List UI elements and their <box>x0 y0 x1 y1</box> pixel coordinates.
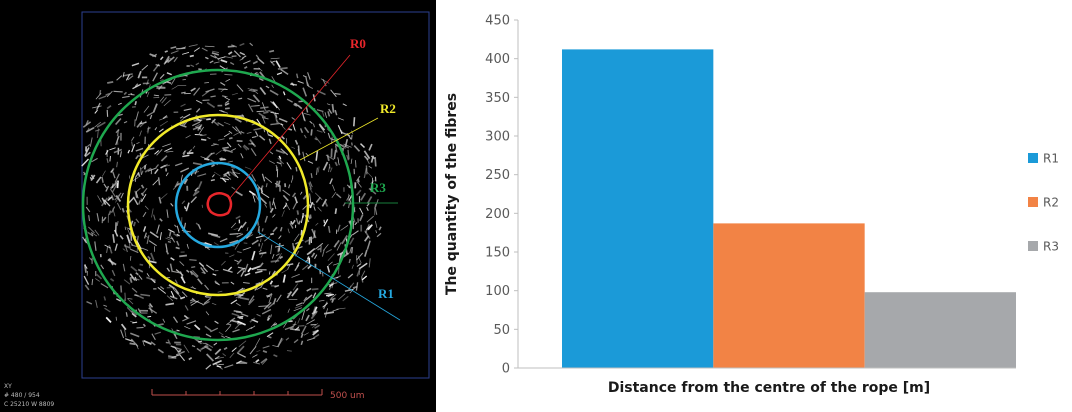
legend-swatch-r2 <box>1028 197 1038 207</box>
info-window: C 25210 W 8809 <box>4 401 54 408</box>
y-tick-label: 300 <box>485 130 510 145</box>
leader-line-r1 <box>257 231 401 321</box>
rope-cross-section-image: R0 R2 R3 R1 500 um XY # 480 / 954 C 2521… <box>0 0 436 412</box>
bars <box>562 49 1016 369</box>
label-r2: R2 <box>380 101 396 116</box>
y-tick-label: 350 <box>485 91 510 106</box>
y-tick-label: 0 <box>502 362 510 377</box>
legend-label-r2: R2 <box>1043 196 1059 210</box>
fibre-texture <box>81 42 382 370</box>
y-tick-label: 50 <box>493 323 510 338</box>
legend-swatch-r1 <box>1028 153 1038 163</box>
leader-line-r2 <box>299 117 379 161</box>
x-axis-title: Distance from the centre of the rope [m] <box>608 380 930 396</box>
y-tick-label: 400 <box>485 52 510 67</box>
y-axis-title: The quantity of the fibres <box>444 93 460 295</box>
y-tick-label: 450 <box>485 14 510 29</box>
bar-r1 <box>562 49 714 369</box>
bar-r3 <box>864 292 1016 368</box>
info-view: XY <box>4 383 12 390</box>
legend-swatch-r3 <box>1028 241 1038 251</box>
label-r0: R0 <box>350 36 366 51</box>
legend-label-r3: R3 <box>1043 240 1059 254</box>
ring-r3 <box>81 68 355 342</box>
y-tick-label: 200 <box>485 207 510 222</box>
image-background <box>0 0 436 412</box>
y-axis: 0 50 100 150 200 250 300 350 400 450 <box>485 14 519 377</box>
y-tick-label: 100 <box>485 284 510 299</box>
ring-r1 <box>174 161 262 249</box>
label-r3: R3 <box>370 180 386 195</box>
leader-line-r0 <box>229 54 351 199</box>
scale-bar-label: 500 um <box>330 391 365 401</box>
info-slice: # 480 / 954 <box>4 392 40 399</box>
fibre-quantity-bar-chart: 0 50 100 150 200 250 300 350 400 450 The quantity… <box>436 0 1072 412</box>
scale-bar: 500 um <box>151 389 365 401</box>
legend: R1 R2 R3 <box>1028 152 1059 254</box>
ring-r0 <box>206 192 233 217</box>
label-r1: R1 <box>378 286 394 301</box>
image-frame <box>81 11 430 379</box>
legend-label-r1: R1 <box>1043 152 1059 166</box>
y-tick-label: 150 <box>485 246 510 261</box>
y-tick-label: 250 <box>485 168 510 183</box>
bar-r2 <box>713 223 865 368</box>
ring-r2 <box>126 113 310 297</box>
